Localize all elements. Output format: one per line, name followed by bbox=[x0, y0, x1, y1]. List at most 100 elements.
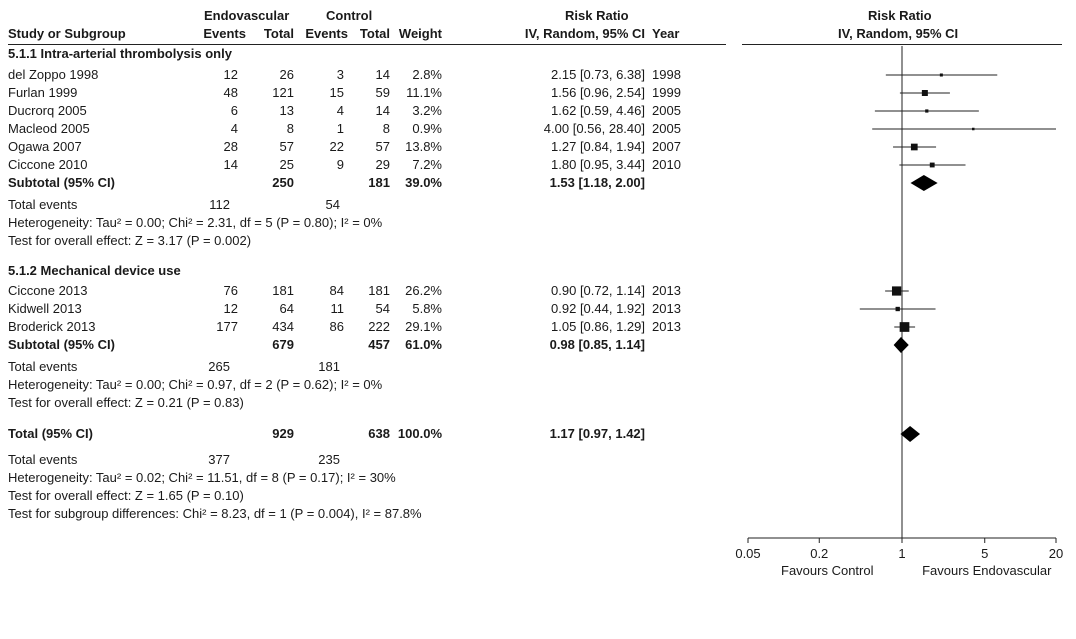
study-point bbox=[910, 143, 918, 151]
ctrl-total: 59 bbox=[375, 85, 390, 100]
header-endo-total: Total bbox=[263, 26, 294, 41]
overall-effect-text: Test for overall effect: Z = 3.17 (P = 0… bbox=[8, 233, 252, 248]
subtotal-label: Subtotal (95% CI) bbox=[8, 337, 115, 352]
weight: 2.8% bbox=[412, 67, 442, 82]
study-name: del Zoppo 1998 bbox=[8, 67, 99, 82]
subtotal-ctrl-total: 457 bbox=[368, 337, 390, 352]
header-rr: IV, Random, 95% CI bbox=[524, 26, 645, 41]
study-name: Ogawa 2007 bbox=[8, 139, 82, 154]
weight: 7.2% bbox=[412, 157, 442, 172]
endo-total: 434 bbox=[272, 319, 294, 334]
ctrl-total: 29 bbox=[375, 157, 390, 172]
year: 2005 bbox=[652, 103, 681, 118]
endo-total: 25 bbox=[279, 157, 294, 172]
overall-effect-text: Test for overall effect: Z = 0.21 (P = 0… bbox=[8, 395, 244, 410]
subtotal-risk-ratio: 1.53 [1.18, 2.00] bbox=[549, 175, 645, 190]
total-endo-total: 929 bbox=[272, 426, 294, 441]
ctrl-events: 15 bbox=[329, 85, 344, 100]
weight: 13.8% bbox=[405, 139, 442, 154]
favours-right-label: Favours Endovascular bbox=[922, 563, 1052, 578]
ctrl-total: 54 bbox=[375, 301, 390, 316]
endo-events: 48 bbox=[223, 85, 238, 100]
weight: 5.8% bbox=[412, 301, 442, 316]
year: 2007 bbox=[652, 139, 681, 154]
header-year: Year bbox=[652, 26, 680, 41]
endo-events: 12 bbox=[223, 67, 238, 82]
study-point bbox=[925, 109, 929, 113]
year: 2013 bbox=[652, 283, 681, 298]
study-name: Ciccone 2013 bbox=[8, 283, 88, 298]
year: 2005 bbox=[652, 121, 681, 136]
endo-total: 26 bbox=[279, 67, 294, 82]
study-name: Broderick 2013 bbox=[8, 319, 96, 334]
header-group-endovascular: Endovascular bbox=[204, 8, 290, 23]
study-point bbox=[939, 73, 943, 77]
weight: 3.2% bbox=[412, 103, 442, 118]
header-rule-right bbox=[742, 44, 1062, 45]
pooled-diamond bbox=[910, 175, 938, 191]
year: 2010 bbox=[652, 157, 681, 172]
total-events-endo: 377 bbox=[208, 452, 230, 467]
ctrl-events: 4 bbox=[336, 103, 344, 118]
study-point bbox=[972, 127, 975, 131]
risk-ratio: 0.92 [0.44, 1.92] bbox=[551, 301, 645, 316]
subtotal-weight: 39.0% bbox=[405, 175, 442, 190]
ctrl-total: 8 bbox=[382, 121, 390, 136]
total-events-label: Total events bbox=[8, 359, 78, 374]
risk-ratio: 1.56 [0.96, 2.54] bbox=[551, 85, 645, 100]
risk-ratio: 0.90 [0.72, 1.14] bbox=[551, 283, 645, 298]
weight: 0.9% bbox=[412, 121, 442, 136]
heterogeneity-text: Heterogeneity: Tau² = 0.02; Chi² = 11.51… bbox=[8, 470, 396, 485]
endo-total: 57 bbox=[279, 139, 294, 154]
study-name: Macleod 2005 bbox=[8, 121, 90, 136]
ctrl-events: 84 bbox=[329, 283, 344, 298]
study-point bbox=[891, 286, 902, 296]
total-events-endo: 265 bbox=[208, 359, 230, 374]
plot-title: Risk Ratio bbox=[868, 8, 932, 23]
endo-total: 181 bbox=[272, 283, 294, 298]
pooled-diamond bbox=[893, 337, 909, 353]
ctrl-events: 11 bbox=[330, 301, 345, 316]
x-tick-label: 5 bbox=[981, 546, 988, 561]
total-events-label: Total events bbox=[8, 452, 78, 467]
subtotal-endo-total: 679 bbox=[272, 337, 294, 352]
overall-effect-text: Test for overall effect: Z = 1.65 (P = 0… bbox=[8, 488, 244, 503]
year: 2013 bbox=[652, 319, 681, 334]
header-study: Study or Subgroup bbox=[8, 26, 126, 41]
ctrl-events: 9 bbox=[336, 157, 344, 172]
subtotal-endo-total: 250 bbox=[272, 175, 294, 190]
weight: 29.1% bbox=[405, 319, 442, 334]
risk-ratio: 1.62 [0.59, 4.46] bbox=[551, 103, 645, 118]
x-tick-label: 0.2 bbox=[810, 546, 828, 561]
risk-ratio: 1.27 [0.84, 1.94] bbox=[551, 139, 645, 154]
endo-events: 4 bbox=[230, 121, 238, 136]
x-tick-label: 0.05 bbox=[735, 546, 760, 561]
endo-events: 12 bbox=[223, 301, 238, 316]
total-events-ctrl: 181 bbox=[318, 359, 340, 374]
subgroup-differences-text: Test for subgroup differences: Chi² = 8.… bbox=[8, 506, 422, 521]
header-weight: Weight bbox=[398, 26, 442, 41]
ctrl-total: 181 bbox=[368, 283, 390, 298]
x-tick-label: 20 bbox=[1049, 546, 1063, 561]
subtotal-label: Subtotal (95% CI) bbox=[8, 175, 115, 190]
ctrl-total: 57 bbox=[375, 139, 390, 154]
header-group-risk-ratio: Risk Ratio bbox=[565, 8, 629, 23]
header-rule-left bbox=[8, 44, 726, 45]
total-events-label: Total events bbox=[8, 197, 78, 212]
study-point bbox=[929, 162, 935, 168]
plot-subtitle: IV, Random, 95% CI bbox=[838, 26, 959, 41]
header-group-control: Control bbox=[326, 8, 373, 23]
year: 1999 bbox=[652, 85, 681, 100]
study-point bbox=[899, 322, 910, 332]
subtotal-ctrl-total: 181 bbox=[368, 175, 390, 190]
total-events-ctrl: 235 bbox=[318, 452, 340, 467]
total-weight: 100.0% bbox=[397, 426, 442, 441]
endo-events: 6 bbox=[230, 103, 238, 118]
risk-ratio: 1.05 [0.86, 1.29] bbox=[551, 319, 645, 334]
risk-ratio: 1.80 [0.95, 3.44] bbox=[551, 157, 645, 172]
study-name: Ciccone 2010 bbox=[8, 157, 88, 172]
ctrl-events: 3 bbox=[336, 67, 344, 82]
total-events-endo: 112 bbox=[209, 197, 230, 212]
favours-left-label: Favours Control bbox=[781, 563, 874, 578]
